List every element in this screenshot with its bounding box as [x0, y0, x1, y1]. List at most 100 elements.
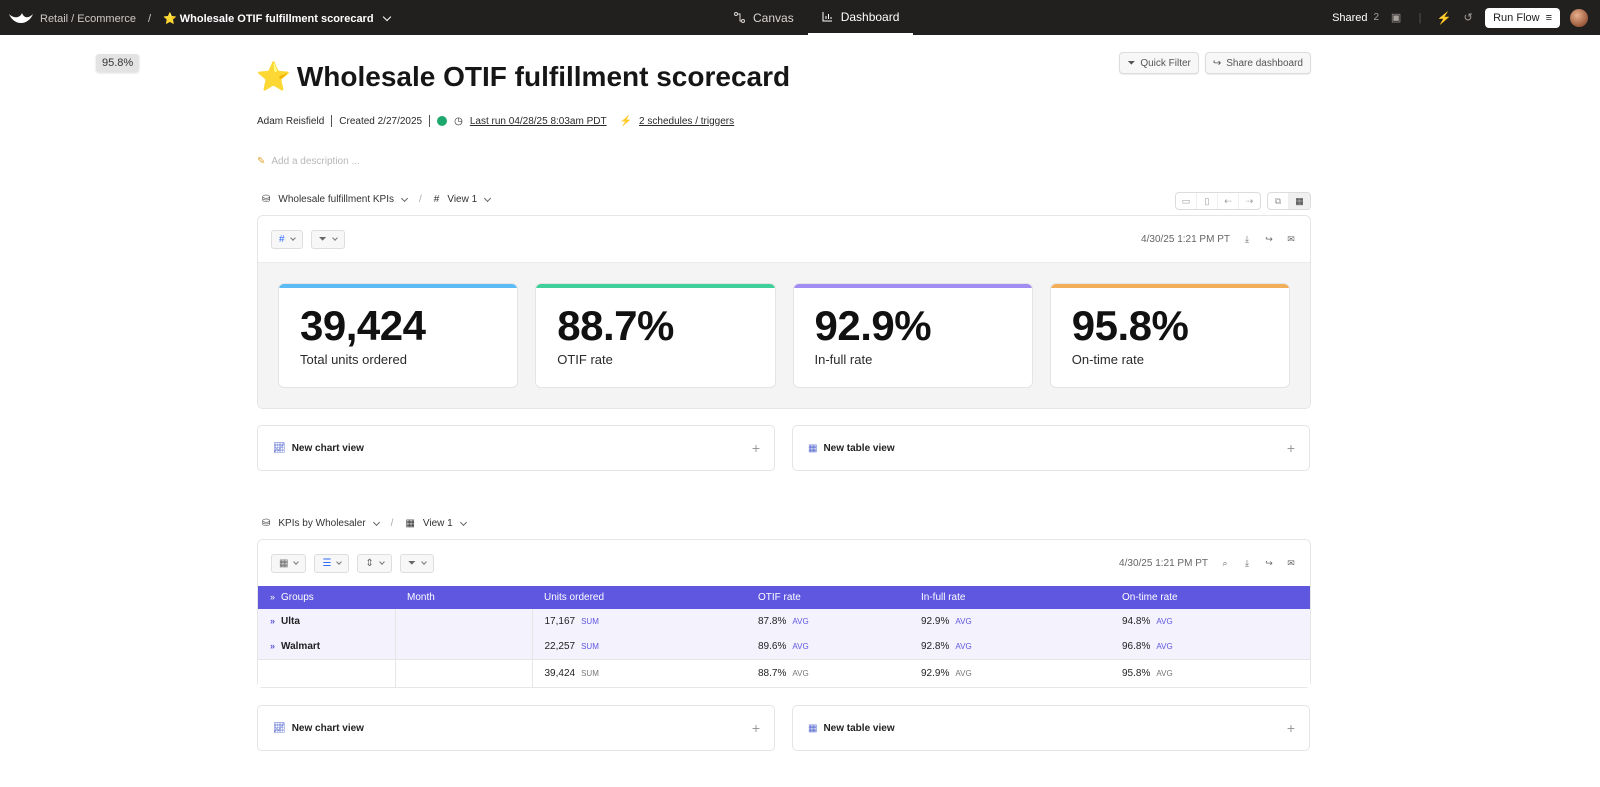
kpi-card-otif-rate[interactable]: 88.7% OTIF rate [535, 283, 776, 388]
app-logo-icon[interactable] [8, 10, 34, 26]
view-selector[interactable]: View 1 [422, 518, 453, 529]
expand-icon[interactable]: » [270, 616, 276, 626]
panel-actions: 4/30/25 1:21 PM PT ⤓ ↪ ✉ [1141, 216, 1296, 262]
column-header-in-full[interactable]: In-full rate [909, 586, 1110, 609]
run-flow-button[interactable]: Run Flow ≡ [1485, 7, 1560, 28]
aggregation-label: AVG [1156, 641, 1173, 651]
plus-icon: + [751, 440, 760, 456]
filter-dropdown[interactable]: ⏷ [399, 553, 434, 573]
share-icon[interactable]: ↪ [1265, 233, 1273, 244]
filter-icon: ⏷ [1127, 57, 1136, 69]
star-icon[interactable]: ⭐ [256, 61, 291, 92]
chevron-down-icon[interactable] [372, 518, 380, 526]
new-table-view-button[interactable]: ▦ New table view + [792, 425, 1310, 471]
aggregation-label: AVG [955, 617, 972, 626]
divider [331, 115, 333, 127]
history-icon[interactable]: ↺ [1463, 12, 1473, 24]
cell-value: 96.8% [1122, 640, 1151, 652]
column-header-month[interactable]: Month [395, 586, 532, 609]
shared-button[interactable]: Shared 2 [1332, 12, 1379, 24]
group-name: Walmart [281, 640, 321, 652]
section-1-new-views: 📈︎ New chart view + ▦ New table view + [257, 425, 1311, 471]
chevron-down-icon [331, 234, 338, 241]
group-cell[interactable]: » Walmart [258, 634, 396, 659]
bolt-icon[interactable]: ⚡ [1436, 10, 1452, 25]
column-header-otif[interactable]: OTIF rate [746, 586, 909, 609]
search-icon[interactable]: ⌕ [1222, 557, 1228, 568]
kpi-label: On-time rate [1071, 352, 1144, 367]
sort-icon: ⇕ [365, 557, 374, 569]
share-icon[interactable]: ↪ [1265, 557, 1273, 568]
new-chart-view-button[interactable]: 📈︎ New chart view + [257, 425, 775, 471]
table-icon: ▦ [808, 722, 818, 734]
data-source-selector[interactable]: KPIs by Wholesaler [278, 518, 366, 529]
last-run-link[interactable]: Last run 04/28/25 8:03am PDT [469, 115, 607, 127]
grid-view-icon[interactable]: ▦ [1289, 193, 1310, 209]
chevron-down-icon[interactable] [459, 518, 467, 526]
new-chart-label: New chart view [291, 442, 364, 454]
kpi-label: In-full rate [814, 352, 873, 367]
metric-type-dropdown[interactable]: # [271, 229, 303, 249]
aggregation-label: AVG [955, 641, 972, 651]
breadcrumb-current[interactable]: ⭐ Wholesale OTIF fulfillment scorecard [163, 12, 391, 25]
created-date: Created 2/27/2025 [339, 115, 423, 127]
column-label: Groups [281, 592, 314, 603]
share-dashboard-button[interactable]: ↪ Share dashboard [1204, 52, 1311, 74]
column-header-units[interactable]: Units ordered [532, 586, 746, 609]
section-1-header: ⛁ Wholesale fulfillment KPIs / # View 1 [262, 194, 492, 205]
description-field[interactable]: ✎ Add a description ... [257, 156, 360, 167]
panel-toolbar: # ⏷ 4/30/25 1:21 PM PT ⤓ ↪ ✉ [258, 216, 1310, 262]
chevron-down-icon [293, 558, 300, 565]
download-icon[interactable]: ⤓ [1245, 557, 1249, 568]
filter-dropdown[interactable]: ⏷ [310, 229, 345, 249]
download-icon[interactable]: ⤓ [1245, 233, 1249, 244]
sort-dropdown[interactable]: ⇕ [357, 553, 392, 573]
column-header-on-time[interactable]: On-time rate [1110, 586, 1310, 609]
save-icon[interactable]: ▣ [1390, 12, 1402, 24]
layout-tools: ▭ ▯ ⇠ ⇢ ⧉ ▦ [1175, 192, 1311, 210]
layout-option-icon[interactable]: ⇢ [1245, 195, 1254, 206]
column-label: Units ordered [544, 592, 605, 603]
table-type-dropdown[interactable]: ▦ [271, 553, 307, 573]
tab-canvas[interactable]: Canvas [720, 0, 808, 35]
tab-dashboard[interactable]: Dashboard [807, 0, 914, 35]
shared-count: 2 [1373, 12, 1380, 23]
chevron-down-icon[interactable] [400, 194, 409, 202]
stacked-view-icon[interactable]: ⧉ [1268, 193, 1289, 209]
layout-option-icon[interactable]: ▭ [1176, 193, 1197, 209]
data-source-selector[interactable]: Wholesale fulfillment KPIs [278, 194, 394, 205]
quick-filter-button[interactable]: ⏷ Quick Filter [1119, 52, 1199, 74]
column-label: OTIF rate [758, 592, 801, 603]
chevron-down-icon[interactable] [484, 194, 492, 202]
new-chart-view-button[interactable]: 📈︎ New chart view + [257, 705, 775, 751]
column-header-groups[interactable]: » Groups [258, 586, 395, 609]
group-cell[interactable]: » Ulta [258, 609, 396, 634]
table-row[interactable]: » Ulta 17,167 SUM 87.8% AVG 92.9% AVG 94.8% A… [258, 609, 1310, 634]
breadcrumb-parent[interactable]: Retail / Ecommerce [40, 12, 136, 25]
avatar[interactable] [1570, 8, 1588, 27]
schedules-link[interactable]: 2 schedules / triggers [639, 115, 735, 127]
cell-value: 87.8% [758, 616, 787, 627]
email-icon[interactable]: ✉ [1287, 233, 1295, 244]
section-2-new-views: 📈︎ New chart view + ▦ New table view + [257, 705, 1311, 751]
group-by-dropdown[interactable]: ☰ [314, 553, 350, 573]
kpi-card-in-full-rate[interactable]: 92.9% In-full rate [792, 283, 1033, 388]
expand-icon[interactable]: » [270, 640, 276, 651]
table-row[interactable]: » Walmart 22,257 SUM 89.6% AVG 92.8% AVG 96.… [258, 634, 1310, 659]
top-bar: Retail / Ecommerce / ⭐ Wholesale OTIF fu… [0, 0, 1600, 35]
email-icon[interactable]: ✉ [1287, 557, 1295, 568]
dashboard-actions: ⏷ Quick Filter ↪ Share dashboard [1119, 52, 1311, 74]
bolt-icon: ⚡ [619, 115, 633, 127]
kpi-label: Total units ordered [300, 352, 407, 367]
page-title-text[interactable]: Wholesale OTIF fulfillment scorecard [296, 60, 791, 92]
pencil-icon: ✎ [257, 156, 266, 167]
layout-option-icon[interactable]: ▯ [1197, 193, 1218, 209]
kpi-card-on-time-rate[interactable]: 95.8% On-time rate [1049, 283, 1290, 388]
new-table-view-button[interactable]: ▦ New table view + [792, 705, 1310, 751]
collapse-icon[interactable]: » [270, 592, 276, 602]
view-selector[interactable]: View 1 [447, 194, 478, 205]
accent-bar [536, 284, 775, 288]
kpi-card-total-units[interactable]: 39,424 Total units ordered [278, 283, 519, 388]
layout-option-icon[interactable]: ⇠ [1218, 193, 1239, 209]
in-full-cell: 92.8% AVG [909, 634, 1110, 659]
